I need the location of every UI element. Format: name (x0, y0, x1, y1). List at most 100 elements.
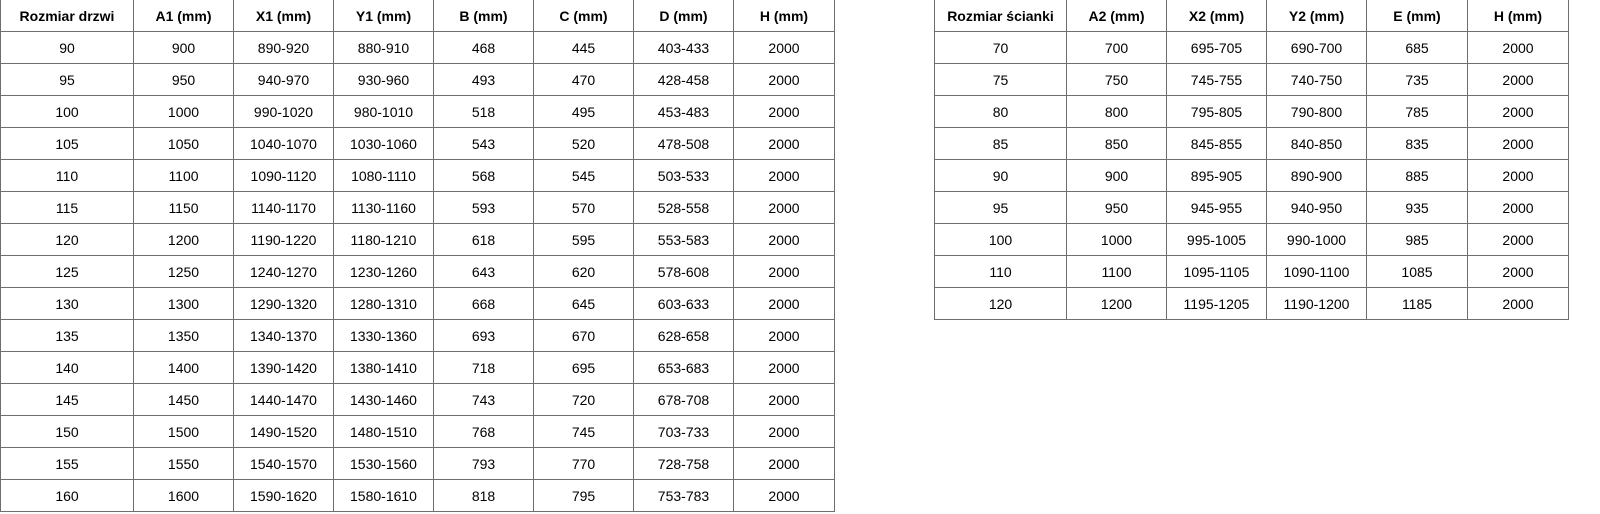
table-cell: 140 (0, 351, 134, 384)
column-header: E (mm) (1366, 0, 1468, 32)
table-cell: 1300 (133, 287, 234, 320)
table-cell: 1030-1060 (333, 127, 434, 160)
table-cell: 1490-1520 (233, 415, 334, 448)
table-cell: 1290-1320 (233, 287, 334, 320)
table-cell: 1130-1160 (333, 191, 434, 224)
table-cell: 718 (433, 351, 534, 384)
table-cell: 1350 (133, 319, 234, 352)
column-header: A2 (mm) (1066, 0, 1167, 32)
table-cell: 578-608 (633, 255, 734, 288)
table-cell: 110 (0, 159, 134, 192)
table-cell: 1500 (133, 415, 234, 448)
table-cell: 90 (0, 31, 134, 64)
table-cell: 1240-1270 (233, 255, 334, 288)
table-cell: 100 (934, 223, 1067, 256)
table-row: 95 950 945-955 940-950 935 2000 (934, 191, 1569, 224)
table-row: 130 1300 1290-1320 1280-1310 668 645 603-633 20… (0, 287, 835, 320)
table-cell: 85 (934, 127, 1067, 160)
table-cell: 2000 (733, 479, 835, 512)
table-row: 75 750 745-755 740-750 735 2000 (934, 63, 1569, 96)
table-row: 125 1250 1240-1270 1230-1260 643 620 578-608 20… (0, 255, 835, 288)
table-cell: 2000 (1467, 95, 1569, 128)
column-header: A1 (mm) (133, 0, 234, 32)
table-cell: 790-800 (1266, 95, 1367, 128)
table-cell: 1000 (133, 95, 234, 128)
table-cell: 990-1020 (233, 95, 334, 128)
table-cell: 1590-1620 (233, 479, 334, 512)
table-cell: 568 (433, 159, 534, 192)
column-header: C (mm) (533, 0, 634, 32)
table-cell: 125 (0, 255, 134, 288)
table-cell: 900 (133, 31, 234, 64)
table-cell: 1085 (1366, 255, 1468, 288)
table-cell: 800 (1066, 95, 1167, 128)
table-cell: 1080-1110 (333, 159, 434, 192)
door-size-table: Rozmiar drzwi A1 (mm) X1 (mm) Y1 (mm) B (mm)… (0, 0, 835, 512)
table-cell: 1180-1210 (333, 223, 434, 256)
table-cell: 1090-1120 (233, 159, 334, 192)
table-cell: 890-900 (1266, 159, 1367, 192)
table-cell: 570 (533, 191, 634, 224)
table-cell: 1000 (1066, 223, 1167, 256)
table-cell: 1400 (133, 351, 234, 384)
table-cell: 160 (0, 479, 134, 512)
table-cell: 743 (433, 383, 534, 416)
table-cell: 980-1010 (333, 95, 434, 128)
table-cell: 70 (934, 31, 1067, 64)
column-header: Y1 (mm) (333, 0, 434, 32)
table-cell: 2000 (733, 191, 835, 224)
table-cell: 930-960 (333, 63, 434, 96)
table-cell: 1185 (1366, 287, 1468, 320)
table-cell: 428-458 (633, 63, 734, 96)
table-cell: 785 (1366, 95, 1468, 128)
table-cell: 2000 (733, 319, 835, 352)
table-row: 90 900 890-920 880-910 468 445 403-433 2000 (0, 31, 835, 64)
table-cell: 468 (433, 31, 534, 64)
table-cell: 895-905 (1166, 159, 1267, 192)
table-cell: 1340-1370 (233, 319, 334, 352)
table-row: 100 1000 995-1005 990-1000 985 2000 (934, 223, 1569, 256)
table-cell: 2000 (733, 383, 835, 416)
table-cell: 1100 (133, 159, 234, 192)
table-cell: 75 (934, 63, 1067, 96)
table-cell: 2000 (733, 255, 835, 288)
table-cell: 2000 (1467, 223, 1569, 256)
table-cell: 1440-1470 (233, 383, 334, 416)
table-cell: 768 (433, 415, 534, 448)
table-cell: 628-658 (633, 319, 734, 352)
table-cell: 2000 (1467, 191, 1569, 224)
table-cell: 885 (1366, 159, 1468, 192)
table-cell: 155 (0, 447, 134, 480)
table-cell: 518 (433, 95, 534, 128)
table-cell: 745-755 (1166, 63, 1267, 96)
table-cell: 795-805 (1166, 95, 1267, 128)
table-cell: 453-483 (633, 95, 734, 128)
table-row: 150 1500 1490-1520 1480-1510 768 745 703-733 20… (0, 415, 835, 448)
table-cell: 110 (934, 255, 1067, 288)
table-row: 155 1550 1540-1570 1530-1560 793 770 728-758 20… (0, 447, 835, 480)
table-cell: 1230-1260 (333, 255, 434, 288)
table-cell: 643 (433, 255, 534, 288)
table-cell: 1540-1570 (233, 447, 334, 480)
table-cell: 935 (1366, 191, 1468, 224)
table-cell: 618 (433, 223, 534, 256)
table-cell: 2000 (1467, 255, 1569, 288)
table-cell: 700 (1066, 31, 1167, 64)
column-header: H (mm) (733, 0, 835, 32)
table-cell: 2000 (733, 415, 835, 448)
table-cell: 120 (0, 223, 134, 256)
table-cell: 940-950 (1266, 191, 1367, 224)
table-cell: 120 (934, 287, 1067, 320)
table-row: 90 900 895-905 890-900 885 2000 (934, 159, 1569, 192)
table-cell: 135 (0, 319, 134, 352)
table-cell: 720 (533, 383, 634, 416)
table-cell: 130 (0, 287, 134, 320)
table-row: 70 700 695-705 690-700 685 2000 (934, 31, 1569, 64)
table-cell: 2000 (733, 351, 835, 384)
table-row: 135 1350 1340-1370 1330-1360 693 670 628-658 20… (0, 319, 835, 352)
table-cell: 2000 (733, 223, 835, 256)
table-cell: 1190-1220 (233, 223, 334, 256)
table-cell: 890-920 (233, 31, 334, 64)
column-header: B (mm) (433, 0, 534, 32)
table-row: 140 1400 1390-1420 1380-1410 718 695 653-683 20… (0, 351, 835, 384)
